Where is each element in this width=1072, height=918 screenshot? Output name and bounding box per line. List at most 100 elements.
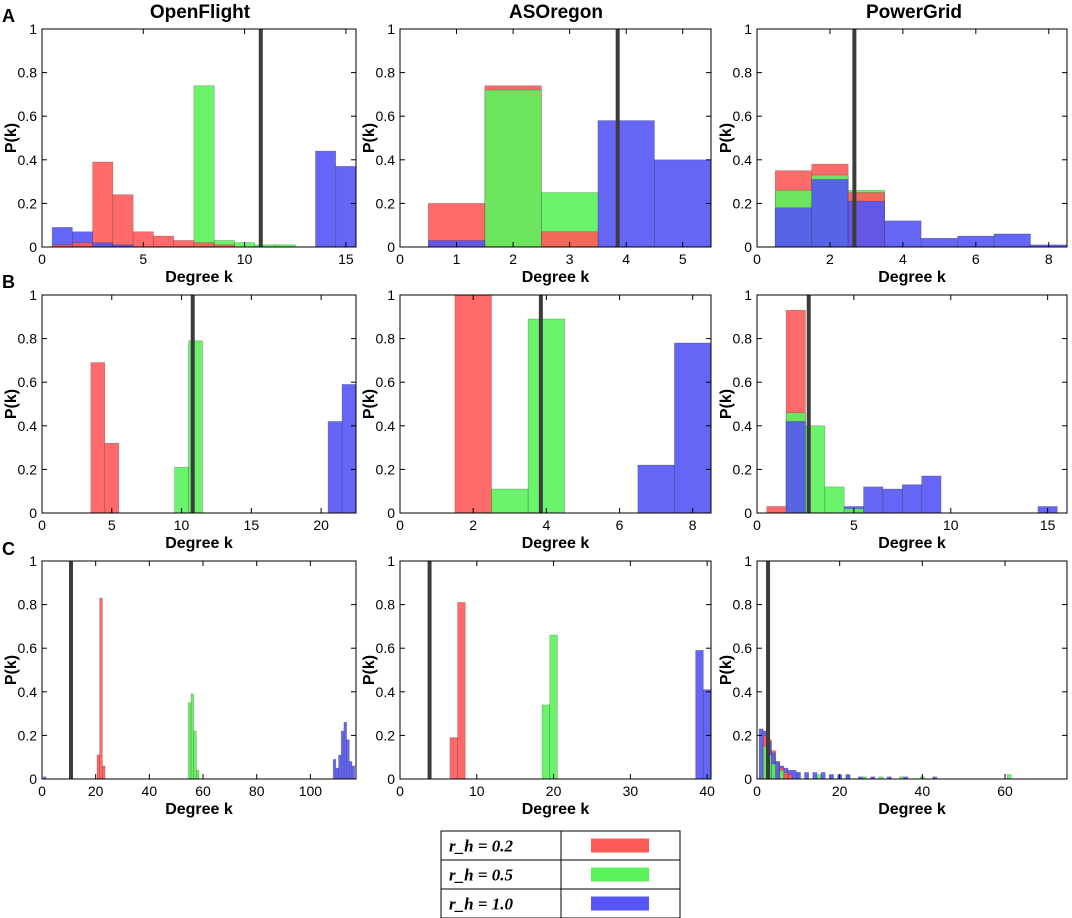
y-tick-label: 1	[387, 21, 395, 37]
bar-r02-k4	[90, 362, 106, 514]
y-tick-label: 0	[744, 771, 752, 787]
y-tick-label: 1	[744, 21, 752, 37]
bar-r05-k15	[816, 774, 822, 780]
bar-r02-k23	[102, 765, 106, 780]
y-tick-label: 0.6	[376, 374, 396, 390]
x-tick-label: 3	[566, 251, 574, 267]
column-title-asoregon: ASOregon	[509, 2, 603, 23]
axes-box	[756, 294, 1068, 514]
y-tick-label: 1	[387, 553, 395, 569]
x-axis-label: Degree k	[878, 269, 946, 286]
y-tick-label: 1	[29, 287, 37, 303]
bar-r10-k9	[791, 769, 797, 780]
bar-r05-k2	[484, 89, 542, 248]
bar-r10-k5	[775, 761, 781, 780]
y-tick-label: 0.8	[376, 65, 396, 81]
y-tick-label: 0.4	[733, 418, 753, 434]
axes-box	[399, 28, 712, 248]
panel-a-powergrid: 0 0.2 0.4 0.6 0.8 1 0 2 4 6 8 Degree k P(k)	[718, 21, 1068, 286]
axes-box	[756, 28, 1068, 248]
x-tick-label: 10	[469, 783, 485, 799]
x-tick-label: 15	[338, 251, 354, 267]
bar-r05-k19	[541, 704, 551, 780]
bar-r10-k8	[674, 342, 712, 514]
y-axis-label: P(k)	[718, 655, 735, 685]
bar-r02-k8	[193, 242, 215, 248]
legend-label-r05: r_h = 0.5	[449, 866, 514, 885]
bar-r10-k7	[882, 488, 903, 514]
axes-box	[41, 294, 357, 514]
y-tick-label: 0.6	[733, 640, 753, 656]
x-axis-label: Degree k	[522, 535, 590, 552]
x-tick-label: 40	[142, 783, 158, 799]
bar-r10-k1	[758, 728, 764, 780]
x-tick-label: 5	[108, 517, 116, 533]
bar-r05-k20	[549, 634, 558, 780]
y-tick-label: 0.6	[733, 374, 753, 390]
y-tick-label: 1	[29, 553, 37, 569]
bar-r05-k4	[527, 318, 565, 514]
x-tick-label: 100	[299, 783, 323, 799]
x-tick-label: 40	[699, 783, 715, 799]
x-axis-label: Degree k	[878, 801, 946, 818]
row-label-a: A	[2, 6, 15, 26]
bar-r10-k111	[338, 754, 342, 780]
bar-r10-k14	[812, 772, 818, 780]
bar-r02-k7	[173, 240, 195, 248]
y-axis-label: P(k)	[361, 655, 378, 685]
bar-r10-k10	[795, 772, 801, 780]
legend-label-r10: r_h = 1.0	[449, 895, 514, 914]
y-tick-label: 0	[387, 771, 395, 787]
x-tick-label: 0	[753, 783, 761, 799]
y-tick-label: 0	[29, 771, 37, 787]
bar-r10-k113	[343, 722, 347, 780]
bar-r10-k22	[845, 774, 851, 780]
bar-r10-k7	[993, 233, 1031, 248]
y-tick-label: 0.8	[733, 597, 753, 613]
x-tick-label: 15	[1040, 517, 1056, 533]
x-tick-label: 0	[38, 251, 46, 267]
bar-r02-k6	[153, 235, 174, 248]
y-axis-label: P(k)	[3, 655, 20, 685]
x-tick-label: 20	[88, 783, 104, 799]
y-axis-label: P(k)	[3, 389, 20, 419]
y-tick-label: 0.8	[18, 65, 38, 81]
y-tick-label: 0.6	[18, 108, 38, 124]
x-tick-label: 60	[997, 783, 1013, 799]
legend-swatch-r02	[591, 838, 649, 853]
x-tick-label: 40	[915, 783, 931, 799]
x-tick-label: 0	[753, 517, 761, 533]
y-axis-label: P(k)	[718, 123, 735, 153]
bar-r10-k21	[327, 421, 343, 514]
x-tick-label: 0	[753, 251, 761, 267]
bar-r10-k18	[829, 774, 834, 780]
x-tick-label: 10	[943, 517, 959, 533]
axes-box	[399, 560, 712, 780]
bar-r05-k8	[193, 85, 215, 248]
bar-r02-k7	[449, 737, 458, 780]
x-axis-label: Degree k	[165, 801, 233, 818]
bar-r02-k7	[783, 772, 789, 780]
bar-r10-k2	[811, 179, 849, 248]
panel-c-powergrid: 0 0.2 0.4 0.6 0.8 1 0 20 40 60 Degree k P(k)	[718, 553, 1068, 818]
y-tick-label: 0	[387, 239, 395, 255]
x-tick-label: 2	[509, 251, 517, 267]
bar-r05-k55	[187, 702, 192, 780]
x-tick-label: 1	[453, 251, 461, 267]
x-tick-label: 2	[469, 517, 477, 533]
bar-r10-k22	[341, 384, 357, 514]
y-tick-label: 0.8	[376, 331, 396, 347]
x-tick-label: 0	[38, 783, 46, 799]
bar-r10-k8	[902, 484, 922, 514]
y-tick-label: 0	[387, 505, 395, 521]
y-tick-label: 0.6	[733, 108, 753, 124]
y-tick-label: 0	[744, 239, 752, 255]
legend-swatch-r05	[591, 867, 649, 882]
bar-r10-k5	[920, 237, 958, 248]
y-tick-label: 0	[744, 505, 752, 521]
y-tick-label: 0.2	[376, 461, 396, 477]
y-tick-label: 0.4	[18, 152, 38, 168]
